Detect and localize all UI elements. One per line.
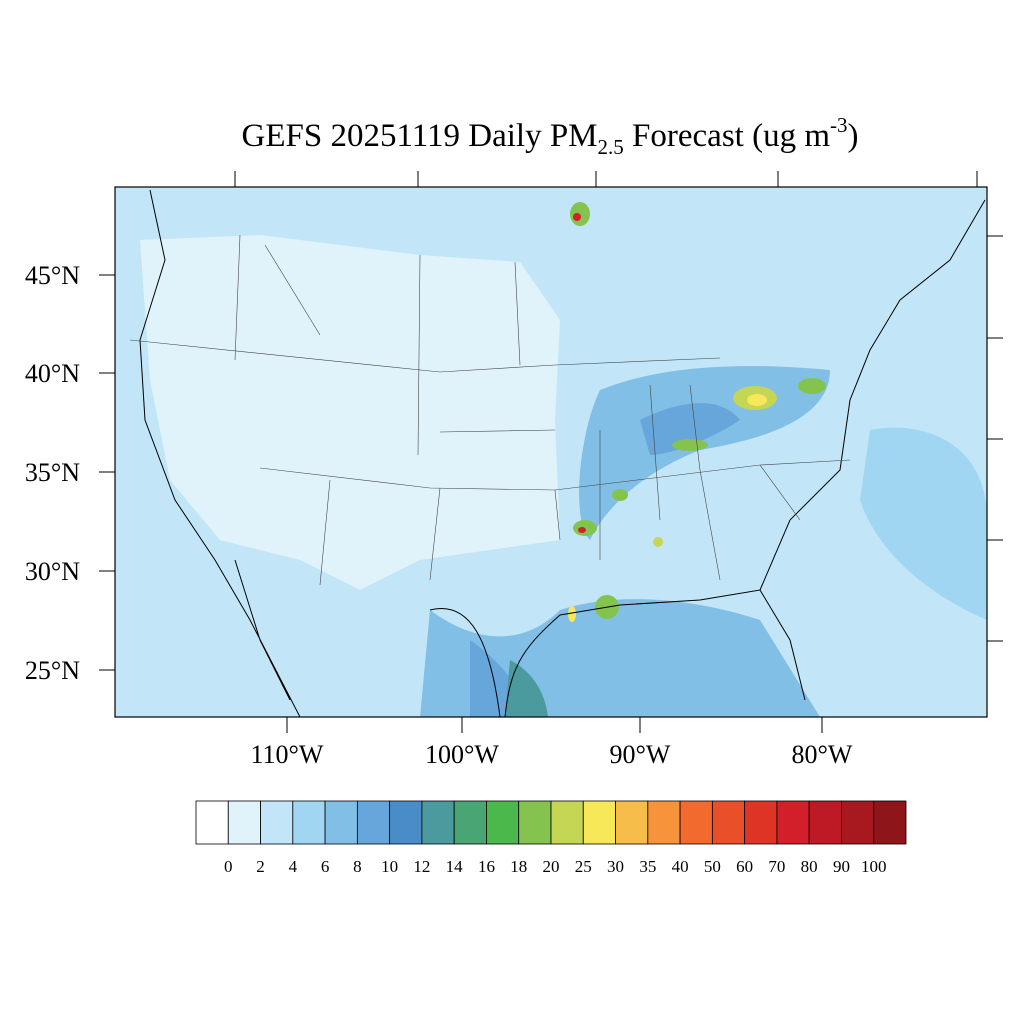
land-low [140,235,560,590]
title-rest: Forecast (ug m [624,118,831,154]
colorbar-box [324,800,358,845]
colorbar-label: 60 [736,857,753,876]
lon-label: 80°W [792,740,853,769]
colorbar-label: 40 [672,857,689,876]
atlantic [860,427,987,620]
colorbar-label: 35 [639,857,656,876]
lat-label: 30°N [25,557,80,586]
colorbar-label: 14 [446,857,464,876]
colorbar-label: 30 [607,857,624,876]
colorbar-box [195,800,229,845]
map-title: GEFS 20251119 Daily PM2.5 Forecast (ug m… [242,113,859,159]
hotspot [568,606,576,622]
colorbar-box [679,800,713,845]
lon-label: 100°W [425,740,499,769]
colorbar-label: 100 [861,857,887,876]
colorbar-label: 25 [575,857,592,876]
colorbar-box [873,800,907,845]
colorbar-label: 6 [321,857,330,876]
colorbar-label: 80 [801,857,818,876]
hotspot [747,394,767,406]
colorbar-label: 2 [256,857,265,876]
colorbar-box [711,800,746,845]
hotspot [573,520,597,536]
colorbar-box [808,800,842,845]
ohio-valley [579,366,830,540]
map-ticks [234,171,1003,642]
state-borders [129,234,851,586]
colorbar: 0 2 4 6 8 10 12 14 16 18 20 25 30 35 40 50 60 70 80 90 100 [195,800,907,876]
title-sub: 2.5 [598,135,624,159]
colorbar-label: 90 [833,857,850,876]
colorbar-label: 20 [543,857,560,876]
colorbar-label: 18 [510,857,527,876]
colorbar-box [744,800,778,845]
colorbar-box [615,800,649,845]
colorbar-box [776,800,810,845]
colorbar-box [841,800,875,845]
lat-label: 45°N [25,261,80,290]
colorbar-box [389,800,423,845]
colorbar-box [292,800,326,845]
title-main: GEFS 20251119 Daily PM [242,118,598,154]
colorbar-box [518,800,552,845]
axis-labels: 45°N 40°N 35°N 30°N 25°N 110°W 100°W 90°W 80°W [25,261,853,769]
lat-label: 35°N [25,458,80,487]
colorbar-box [227,800,261,845]
colorbar-box [453,800,487,845]
gulf-teal [505,660,548,717]
lat-label: 40°N [25,359,80,388]
colorbar-box [421,800,455,845]
colorbar-label: 16 [478,857,495,876]
colorbar-label: 12 [413,857,430,876]
colorbar-label: 70 [768,857,785,876]
colorbar-label: 0 [224,857,233,876]
map [114,171,1003,718]
colorbar-box [550,800,584,845]
colorbar-label: 8 [353,857,362,876]
title-sup: -3 [830,113,848,137]
colorbar-label: 50 [704,857,721,876]
colorbar-box [486,800,520,845]
lon-label: 110°W [251,740,324,769]
colorbar-box [647,800,681,845]
map-frame [114,186,988,718]
colorbar-label: 4 [289,857,298,876]
colorbar-box [356,800,391,845]
hotspot [672,439,708,451]
lat-label: 25°N [25,656,80,685]
colorbar-label: 10 [381,857,398,876]
hotspot [612,489,628,501]
hotspot [653,537,663,547]
hotspot [573,213,581,221]
colorbar-box [260,800,294,845]
lon-label: 90°W [610,740,671,769]
ohio-core [640,403,740,455]
hotspot [798,378,826,394]
colorbar-box [582,800,616,845]
hotspot [570,202,590,226]
hotspot [578,527,586,533]
coastline [139,189,986,717]
title-end: ) [847,118,858,154]
